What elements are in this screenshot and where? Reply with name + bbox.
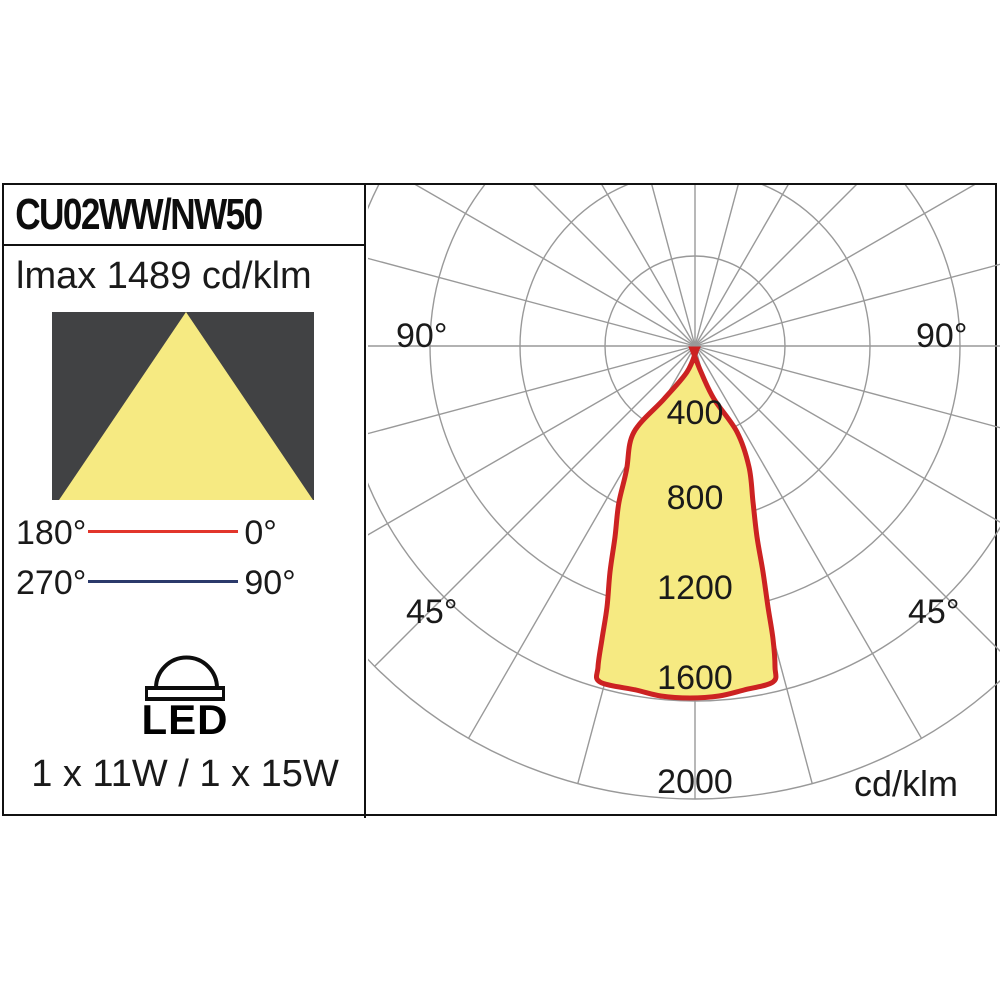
svg-text:800: 800: [667, 479, 724, 517]
svg-text:2000: 2000: [657, 763, 733, 801]
svg-text:1600: 1600: [657, 659, 733, 697]
svg-text:400: 400: [667, 394, 724, 432]
svg-text:1200: 1200: [657, 569, 733, 607]
